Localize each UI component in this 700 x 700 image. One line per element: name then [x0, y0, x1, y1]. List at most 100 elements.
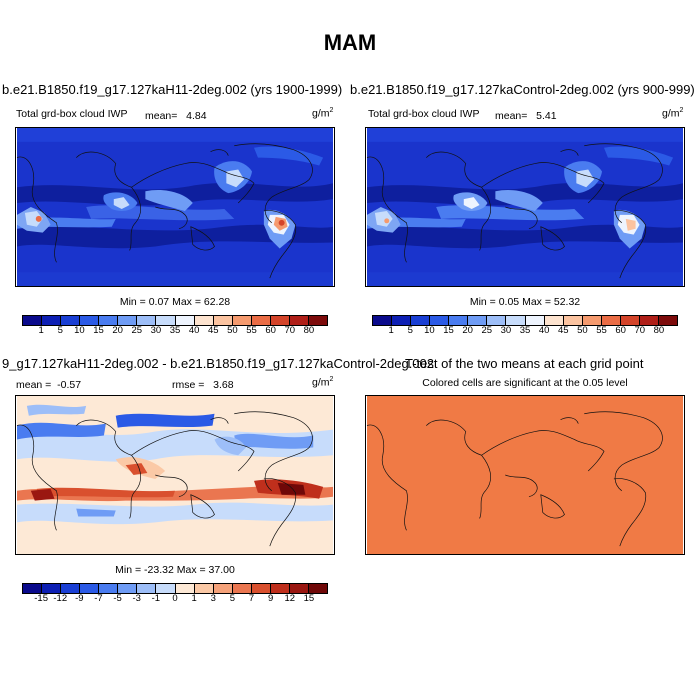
panel3-mean-value: -0.57: [57, 379, 82, 391]
panel2-colorbar-swatch: [373, 316, 393, 325]
panel3-mean-label: mean =: [16, 379, 52, 391]
panel1-colorbar-tick-label: 5: [57, 325, 63, 336]
panel1-colorbar-swatch: [61, 316, 81, 325]
panel2-mean-value: 5.41: [536, 110, 557, 122]
panel3-rmse-label: rmse =: [172, 379, 205, 391]
panel1-colorbar-swatch: [251, 316, 271, 325]
panel2-variable: Total grd-box cloud IWP: [368, 108, 480, 120]
panel2-colorbar-ticks: 1 5 10 15 20 25 30 35 40 45 50 55 60 70 80: [372, 325, 678, 337]
panel2-mean-label: mean=: [495, 110, 528, 122]
panel2-colorbar-tick-label: 45: [557, 325, 569, 336]
panel3-colorbar-swatch: [80, 584, 100, 593]
panel2-unit: g/m2: [662, 107, 684, 120]
panel3-colorbar-tick-label: 12: [284, 593, 296, 604]
panel1-colorbar-swatch: [137, 316, 157, 325]
panel2-colorbar-tick-label: 40: [538, 325, 550, 336]
panel1-colorbar-tick-label: 40: [188, 325, 200, 336]
panel3-colorbar-tick-label: 5: [229, 593, 236, 604]
panel3-map-graphic: [16, 396, 333, 554]
panel1-mean: mean= 4.84: [145, 110, 207, 122]
panel3-map: [15, 395, 335, 555]
panel1-colorbar-tick-label: 50: [227, 325, 238, 336]
panel3-mean: mean = -0.57: [16, 379, 81, 391]
panel1-colorbar-tick-label: 15: [93, 325, 104, 336]
panel3-colorbar-swatch: [289, 584, 309, 593]
panel3-colorbar-swatch: [42, 584, 62, 593]
panel2-colorbar-tick-label: 35: [519, 325, 531, 336]
panel3-colorbar-tick-label: -3: [132, 593, 141, 604]
panel1-title: b.e21.B1850.f19_g17.127kaH11-2deg.002 (y…: [2, 82, 343, 97]
panel1-colorbar-swatch: [175, 316, 195, 325]
panel3-unit: g/m2: [312, 376, 334, 389]
panel2-colorbar-swatch: [620, 316, 640, 325]
panel1-colorbar-tick-label: 25: [131, 325, 143, 336]
panel3-colorbar-tick-label: -15: [34, 593, 48, 604]
panel1-map: [15, 127, 335, 287]
panel2-colorbar-tick-label: 25: [481, 325, 493, 336]
panel1-colorbar-tick-label: 1: [38, 325, 44, 336]
panel2-colorbar-swatch: [430, 316, 450, 325]
panel1-colorbar-swatch: [80, 316, 100, 325]
panel2-colorbar-tick-label: 10: [424, 325, 435, 336]
panel1-variable: Total grd-box cloud IWP: [16, 108, 128, 120]
panel3-colorbar-ticks: -15 -12 -9 -7 -5 -3 -1 0 1 3 5 7 9 12 15: [22, 593, 328, 605]
panel2-colorbar-tick-label: 50: [577, 325, 588, 336]
panel3-colorbar-tick-label: -9: [75, 593, 84, 604]
panel3-colorbar-tick-label: 15: [303, 593, 315, 604]
panel2-colorbar-tick-label: 70: [634, 325, 646, 336]
panel2-colorbar-swatch: [544, 316, 564, 325]
panel2-colorbar-swatch: [639, 316, 659, 325]
panel2-title: b.e21.B1850.f19_g17.127kaControl-2deg.00…: [350, 82, 695, 97]
panel3-minmax: Min = -23.32 Max = 37.00: [115, 564, 235, 576]
panel2-colorbar-swatch: [658, 316, 677, 325]
panel4-title: T-test of the two means at each grid poi…: [405, 356, 644, 371]
panel1-colorbar-tick-label: 70: [284, 325, 296, 336]
panel4-map: [365, 395, 685, 555]
panel3-colorbar-swatch: [251, 584, 271, 593]
panel1-colorbar-ticks: 1 5 10 15 20 25 30 35 40 45 50 55 60 70 80: [22, 325, 328, 337]
panel2-colorbar-swatch: [506, 316, 526, 325]
panel3-colorbar: [22, 583, 328, 594]
panel2-colorbar-tick-label: 15: [443, 325, 454, 336]
panel1-colorbar-swatch: [194, 316, 214, 325]
panel1-colorbar-swatch: [308, 316, 327, 325]
panel1-unit: g/m2: [312, 107, 334, 120]
panel1-colorbar-tick-label: 45: [207, 325, 219, 336]
panel4-map-graphic: [366, 396, 683, 554]
panel1-colorbar-swatch: [232, 316, 252, 325]
panel2-colorbar-tick-label: 1: [388, 325, 394, 336]
panel2-colorbar-swatch: [563, 316, 583, 325]
panel3-colorbar-tick-label: 1: [191, 593, 197, 604]
panel1-colorbar-tick-label: 10: [74, 325, 85, 336]
panel3-colorbar-tick-label: 0: [172, 593, 178, 604]
panel2-colorbar-swatch: [487, 316, 507, 325]
panel1-colorbar-tick-label: 20: [112, 325, 123, 336]
panel2-colorbar-tick-label: 30: [500, 325, 512, 336]
panel1-colorbar: [22, 315, 328, 326]
panel2-colorbar-tick-label: 5: [407, 325, 413, 336]
panel3-rmse-value: 3.68: [213, 379, 234, 391]
panel1-colorbar-tick-label: 55: [246, 325, 257, 336]
main-title: MAM: [323, 30, 377, 55]
panel3-title: 9_g17.127kaH11-2deg.002 - b.e21.B1850.f1…: [2, 356, 434, 371]
panel3-colorbar-swatch: [232, 584, 252, 593]
panel1-colorbar-swatch: [99, 316, 119, 325]
panel2-colorbar-tick-label: 55: [596, 325, 607, 336]
panel1-colorbar-tick-label: 30: [150, 325, 162, 336]
panel2-colorbar-swatch: [601, 316, 621, 325]
panel2-colorbar-swatch: [468, 316, 488, 325]
panel1-colorbar-swatch: [156, 316, 176, 325]
panel3-colorbar-tick-label: 9: [267, 593, 274, 604]
panel3-colorbar-swatch: [137, 584, 157, 593]
panel3-colorbar-swatch: [175, 584, 195, 593]
panel3-colorbar-tick-label: -1: [151, 593, 161, 604]
panel2-minmax: Min = 0.05 Max = 52.32: [469, 296, 581, 308]
panel2-colorbar-swatch: [525, 316, 545, 325]
panel2-map-graphic: [366, 128, 683, 286]
panel2-colorbar-swatch: [449, 316, 469, 325]
panel1-colorbar-tick-label: 60: [265, 325, 276, 336]
panel3-colorbar-tick-label: 7: [248, 593, 255, 604]
panel3-colorbar-tick-label: -12: [53, 593, 68, 604]
panel1-colorbar-swatch: [23, 316, 43, 325]
panel2-colorbar-tick-label: 60: [615, 325, 626, 336]
